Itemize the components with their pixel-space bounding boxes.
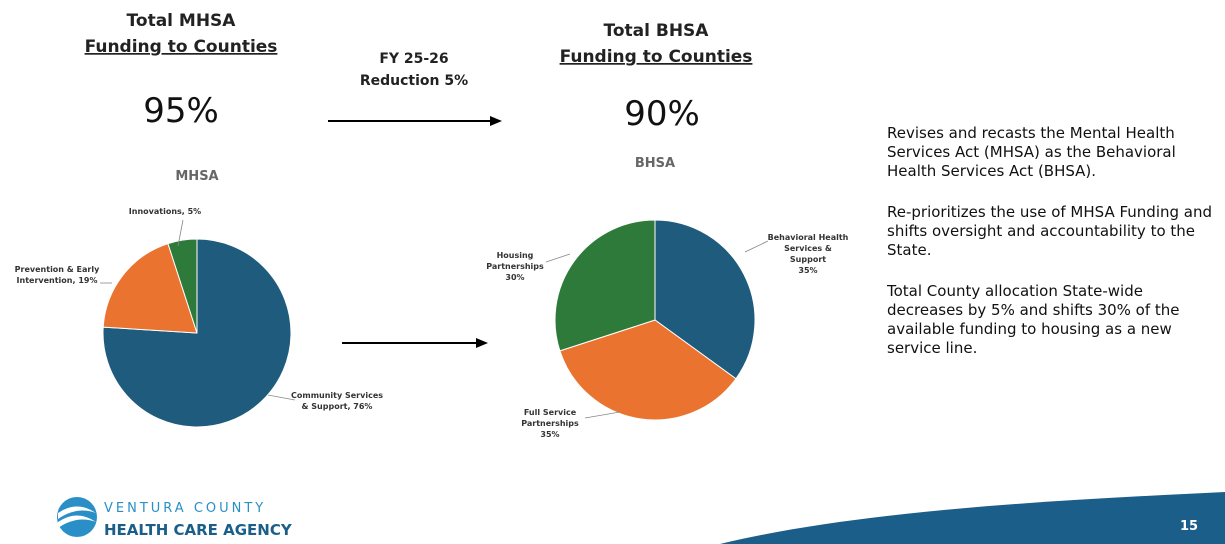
slice-label: Innovations, 5% bbox=[129, 207, 201, 216]
heading: Total BHSA bbox=[604, 21, 710, 41]
pie-slice bbox=[102, 242, 198, 334]
slice-label: Behavioral Health Services & Support 35% bbox=[768, 233, 849, 275]
page-number: 15 bbox=[1180, 519, 1198, 534]
slice-label: Community Services & Support, 76% bbox=[291, 391, 383, 411]
logo-text: VENTURA COUNTY bbox=[104, 501, 266, 516]
heading: Total MHSA bbox=[127, 11, 237, 31]
logo-text: HEALTH CARE AGENCY bbox=[104, 521, 293, 539]
note: Total County allocation State-wide decre… bbox=[887, 282, 1180, 357]
leader-line bbox=[545, 253, 571, 263]
arrow-head bbox=[490, 116, 502, 126]
logo: VENTURA COUNTY HEALTH CARE AGENCY bbox=[57, 497, 293, 539]
leader-line bbox=[744, 240, 769, 253]
heading: Funding to Counties bbox=[85, 37, 278, 57]
percent: 95% bbox=[143, 91, 219, 131]
arrow-label: Reduction 5% bbox=[360, 73, 468, 89]
footer-swoosh bbox=[720, 492, 1225, 544]
pie-slice bbox=[654, 219, 756, 380]
note: Re-prioritizes the use of MHSA Funding a… bbox=[887, 203, 1212, 259]
leader-line bbox=[267, 394, 296, 401]
slice-label: Full Service Partnerships 35% bbox=[521, 408, 579, 439]
heading: Funding to Counties bbox=[560, 47, 753, 67]
pie-slice bbox=[554, 219, 656, 352]
pie-slice bbox=[167, 238, 198, 334]
notes: Revises and recasts the Mental Health Se… bbox=[887, 124, 1217, 380]
arrow-label: FY 25-26 bbox=[379, 51, 448, 67]
note: Revises and recasts the Mental Health Se… bbox=[887, 124, 1176, 180]
leader-line bbox=[584, 411, 621, 419]
slice-label: Housing Partnerships 30% bbox=[486, 251, 544, 282]
leader-line bbox=[177, 219, 184, 247]
chart-title: BHSA bbox=[635, 156, 675, 171]
percent: 90% bbox=[624, 94, 700, 134]
pie-slice bbox=[102, 238, 292, 428]
arrow-head bbox=[476, 338, 488, 348]
pie-slice bbox=[559, 319, 737, 421]
chart-title: MHSA bbox=[175, 169, 218, 184]
slice-label: Prevention & Early Intervention, 19% bbox=[15, 265, 100, 285]
